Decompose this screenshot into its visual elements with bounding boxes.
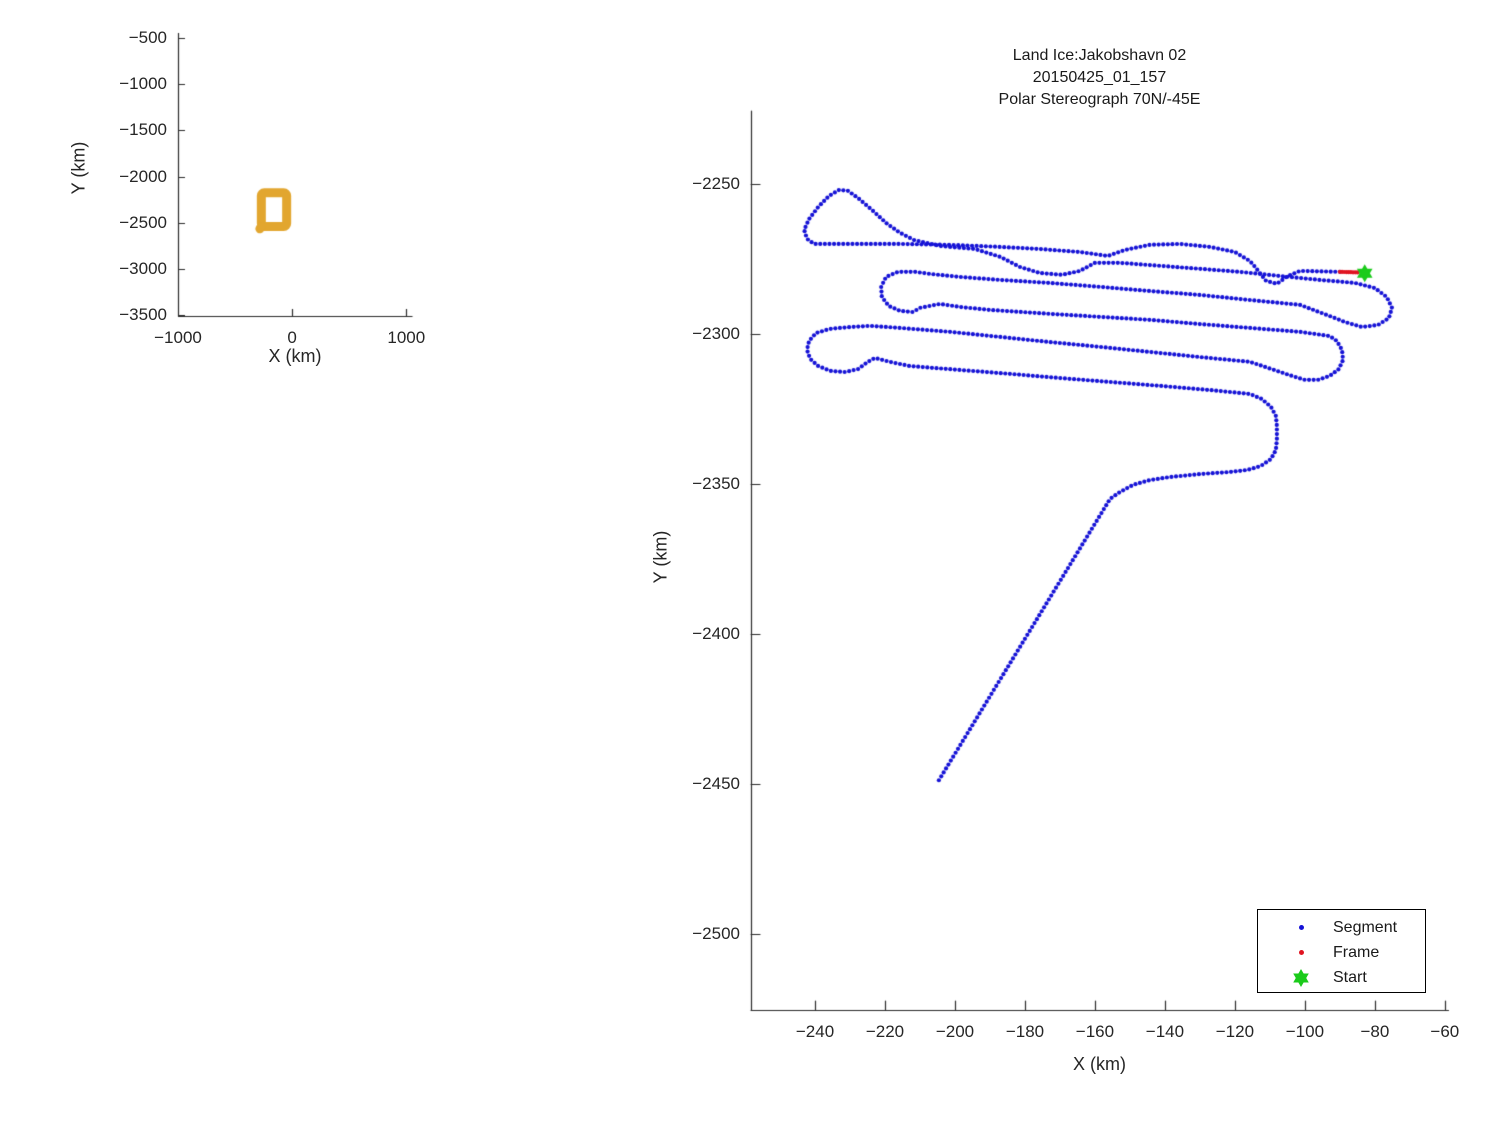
x-tick-label: −80 xyxy=(1360,1022,1390,1041)
title-line-3: Polar Stereograph 70N/-45E xyxy=(998,91,1201,108)
x-tick-label: −1000 xyxy=(154,328,202,347)
x-tick-label: −160 xyxy=(1075,1022,1115,1041)
legend-item-frame: Frame xyxy=(1258,940,1425,965)
x-tick-label: −60 xyxy=(1430,1022,1460,1041)
y-tick-label: −2450 xyxy=(692,774,740,794)
legend-item-segment: Segment xyxy=(1258,915,1425,940)
main-y-axis-label: Y (km) xyxy=(650,530,671,584)
x-tick-label: −100 xyxy=(1285,1022,1325,1041)
legend-item-start: Start xyxy=(1258,965,1425,990)
legend-start-label: Start xyxy=(1333,968,1367,986)
legend: Segment Frame Start xyxy=(1257,909,1426,993)
x-tick-label: −120 xyxy=(1215,1022,1255,1041)
legend-segment-label: Segment xyxy=(1333,918,1398,936)
y-tick-label: −3000 xyxy=(119,258,167,278)
main-x-axis-label: X (km) xyxy=(1073,1054,1126,1074)
x-tick-label: −180 xyxy=(1005,1022,1045,1041)
y-tick-label: −500 xyxy=(128,27,167,47)
start-hexagram-icon xyxy=(1291,968,1311,988)
x-tick-label: 0 xyxy=(287,328,297,347)
segment-dot-icon xyxy=(1291,925,1311,930)
y-tick-label: −3500 xyxy=(119,305,167,325)
title-line-2: 20150425_01_157 xyxy=(1032,69,1167,86)
x-tick-label: −240 xyxy=(795,1022,835,1041)
x-tick-label: −200 xyxy=(935,1022,975,1041)
x-tick-label: 1000 xyxy=(387,328,426,347)
y-tick-label: −2500 xyxy=(692,924,740,944)
frame-dot-icon xyxy=(1291,950,1311,955)
legend-frame-label: Frame xyxy=(1333,943,1380,961)
y-tick-label: −1500 xyxy=(119,120,167,140)
y-tick-label: −2350 xyxy=(692,473,740,493)
y-tick-label: −2000 xyxy=(119,166,167,186)
y-tick-label: −1000 xyxy=(119,74,167,94)
y-tick-label: −2500 xyxy=(119,212,167,232)
y-tick-label: −2250 xyxy=(692,173,740,193)
x-tick-label: −220 xyxy=(865,1022,905,1041)
y-tick-label: −2300 xyxy=(692,323,740,343)
overview-y-axis-label: Y (km) xyxy=(68,141,89,195)
y-tick-label: −2400 xyxy=(692,624,740,644)
title-line-1: Land Ice:Jakobshavn 02 xyxy=(1012,47,1187,64)
x-tick-label: −140 xyxy=(1145,1022,1185,1041)
main-plot-title: Land Ice:Jakobshavn 02 20150425_01_157 P… xyxy=(751,45,1448,111)
overview-x-axis-label: X (km) xyxy=(268,346,322,366)
